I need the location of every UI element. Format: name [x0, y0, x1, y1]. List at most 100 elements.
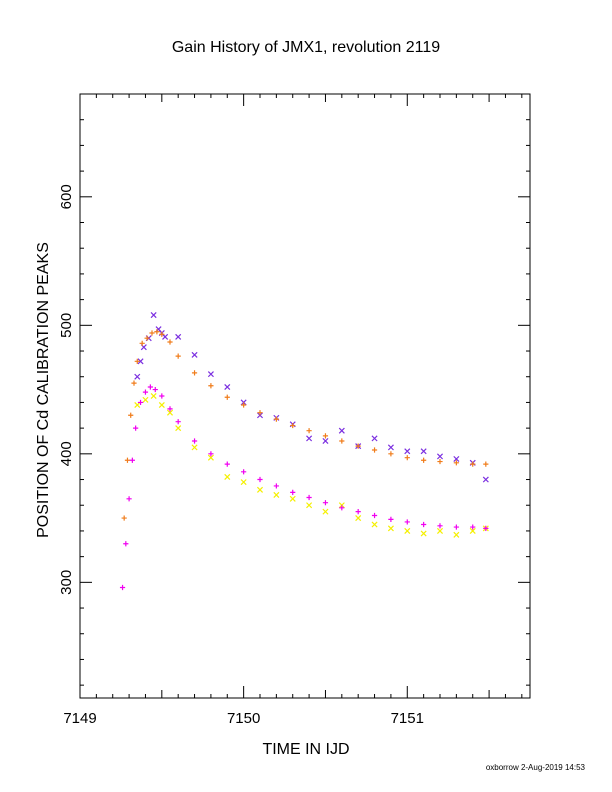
data-point — [137, 358, 144, 365]
data-point — [241, 469, 247, 475]
data-point — [191, 351, 198, 358]
data-point — [322, 433, 329, 439]
data-point — [290, 422, 296, 429]
data-point — [371, 447, 378, 453]
data-point — [421, 457, 427, 463]
data-point — [273, 483, 279, 489]
data-point — [134, 358, 140, 364]
data-point — [436, 453, 444, 460]
series-layer — [119, 312, 489, 591]
data-point — [167, 406, 173, 412]
data-point — [121, 515, 127, 521]
data-point — [470, 461, 476, 467]
data-point — [131, 380, 137, 386]
x-tick-label: 7150 — [227, 710, 260, 727]
data-point — [437, 523, 443, 529]
data-point — [208, 383, 214, 389]
data-point — [273, 491, 280, 498]
data-point — [404, 448, 411, 455]
series-1 — [134, 312, 489, 483]
data-point — [306, 428, 312, 434]
data-point — [289, 495, 296, 502]
data-point — [152, 386, 158, 393]
data-point — [133, 425, 139, 431]
data-point — [240, 479, 247, 486]
data-point — [453, 460, 459, 466]
x-tick-label: 7151 — [391, 710, 424, 727]
data-point — [338, 427, 345, 434]
data-point — [129, 457, 135, 463]
data-point — [128, 412, 134, 418]
data-point — [191, 444, 198, 451]
data-point — [119, 584, 126, 591]
data-point — [154, 329, 160, 335]
data-point — [123, 541, 129, 547]
data-point — [371, 521, 378, 528]
axis-ticks — [79, 93, 530, 698]
data-point — [166, 409, 174, 416]
data-point — [167, 339, 173, 345]
data-point — [224, 473, 231, 480]
y-tick-label: 400 — [58, 441, 75, 466]
data-point — [322, 500, 329, 506]
data-point — [208, 451, 214, 457]
data-point — [421, 521, 427, 528]
data-point — [137, 399, 144, 406]
data-point — [139, 340, 145, 346]
data-point — [159, 393, 165, 399]
x-axis-label: TIME IN IJD — [262, 741, 349, 758]
series-4 — [119, 384, 489, 591]
data-point — [124, 457, 131, 463]
data-point — [339, 438, 345, 444]
data-point — [150, 392, 157, 400]
data-point — [322, 437, 329, 445]
data-point — [162, 333, 169, 340]
data-point — [257, 410, 263, 416]
data-point — [420, 530, 427, 537]
data-point — [470, 524, 476, 530]
data-point — [241, 402, 247, 408]
data-point — [207, 454, 214, 461]
data-point — [159, 331, 165, 337]
data-point — [175, 419, 181, 425]
data-point — [134, 401, 141, 409]
y-tick-label: 600 — [58, 184, 75, 209]
y-tick-label: 500 — [58, 313, 75, 338]
y-axis-label: POSITION OF Cd CALIBRATION PEAKS — [35, 242, 52, 538]
data-point — [175, 333, 182, 340]
data-point — [257, 476, 263, 483]
data-point — [371, 512, 378, 519]
data-point — [322, 508, 329, 515]
series-2 — [121, 329, 489, 521]
data-point — [224, 394, 230, 400]
data-point — [453, 524, 459, 530]
data-point — [142, 389, 149, 395]
data-point — [273, 416, 279, 422]
data-point — [175, 425, 182, 432]
data-point — [144, 335, 150, 341]
data-point — [404, 455, 410, 461]
data-point — [150, 312, 157, 319]
data-point — [306, 502, 313, 509]
data-point — [482, 476, 489, 483]
data-point — [207, 371, 214, 378]
data-point — [420, 448, 427, 455]
data-point — [191, 370, 198, 376]
data-point — [147, 384, 153, 390]
data-point — [142, 396, 149, 403]
data-point — [388, 516, 394, 522]
data-point — [224, 461, 230, 467]
data-point — [387, 525, 394, 532]
data-point — [134, 373, 141, 380]
data-point — [126, 496, 132, 502]
data-point — [453, 455, 460, 462]
data-point — [355, 515, 362, 522]
data-point — [387, 444, 394, 451]
data-point — [483, 461, 489, 467]
data-point — [224, 383, 231, 391]
data-point — [306, 494, 312, 501]
data-point — [339, 505, 345, 511]
data-point — [158, 401, 165, 409]
tick-labels: 7149 7150 7151 300 400 500 600 — [58, 184, 424, 727]
